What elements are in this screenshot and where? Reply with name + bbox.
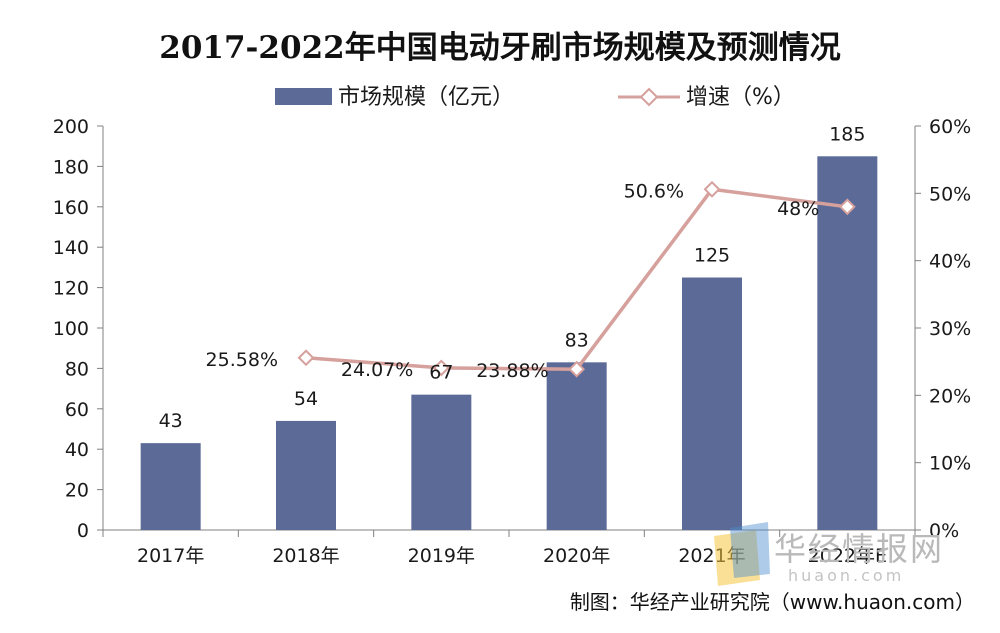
legend-swatch-bar	[275, 88, 332, 105]
x-tick-label: 2017年	[137, 545, 204, 567]
y-left-tick-label: 0	[77, 520, 89, 542]
watermark-logo-icon	[714, 522, 770, 586]
bar	[411, 394, 472, 530]
y-right-tick-label: 0%	[929, 520, 959, 542]
bar	[817, 156, 878, 531]
bar-data-label: 43	[159, 410, 183, 432]
growth-data-label: 50.6%	[624, 180, 684, 202]
bar-data-label: 67	[429, 362, 453, 384]
y-left-tick-label: 80	[65, 358, 89, 380]
growth-data-label: 24.07%	[341, 359, 413, 381]
y-right-tick-label: 10%	[929, 453, 971, 475]
y-left-tick-label: 160	[53, 197, 89, 219]
growth-data-label: 23.88%	[476, 360, 548, 382]
legend-label-bar: 市场规模（亿元）	[338, 85, 514, 110]
legend-label-line: 增速（%）	[686, 85, 795, 110]
bar-data-label: 185	[829, 123, 865, 145]
growth-point	[432, 359, 450, 377]
bar-data-label: 125	[694, 245, 730, 267]
bar-data-label: 83	[565, 329, 589, 351]
bar	[276, 420, 336, 530]
bar-data-label: 54	[294, 388, 318, 410]
y-left-tick-label: 200	[53, 116, 89, 138]
x-tick-label: 2020年	[543, 545, 610, 567]
growth-data-label: 48%	[777, 198, 819, 220]
x-tick-label: 2022年E	[808, 545, 887, 567]
y-left-tick-label: 100	[53, 318, 89, 340]
bar	[682, 277, 742, 530]
y-right-tick-label: 50%	[929, 183, 971, 205]
x-tick-label: 2018年	[272, 545, 339, 567]
growth-data-label: 25.58%	[206, 349, 278, 371]
y-right-tick-label: 40%	[929, 251, 971, 273]
y-right-tick-label: 30%	[929, 318, 971, 340]
growth-point	[568, 360, 586, 378]
x-tick-label: 2019年	[408, 545, 475, 567]
growth-point	[838, 198, 856, 216]
chart-title: 2017-2022年中国电动牙刷市场规模及预测情况	[159, 30, 840, 66]
y-left-tick-label: 60	[65, 399, 89, 421]
chart-source: 制图：华经产业研究院（www.huaon.com）	[569, 590, 975, 614]
bar	[140, 443, 201, 530]
watermark: 华经情报网 huaon.com	[708, 518, 968, 593]
y-right-tick-label: 60%	[929, 116, 971, 138]
bar	[546, 362, 607, 530]
watermark-domain: huaon.com	[788, 566, 905, 585]
legend-marker	[639, 87, 659, 107]
watermark-name: 华经情报网	[774, 530, 945, 568]
y-left-tick-label: 140	[53, 237, 89, 259]
y-left-tick-label: 120	[53, 278, 89, 300]
y-left-tick-label: 40	[65, 439, 89, 461]
growth-point	[297, 349, 315, 367]
y-left-tick-label: 180	[53, 156, 89, 178]
y-right-tick-label: 20%	[929, 385, 971, 407]
growth-point	[703, 180, 721, 198]
y-left-tick-label: 20	[65, 480, 89, 502]
